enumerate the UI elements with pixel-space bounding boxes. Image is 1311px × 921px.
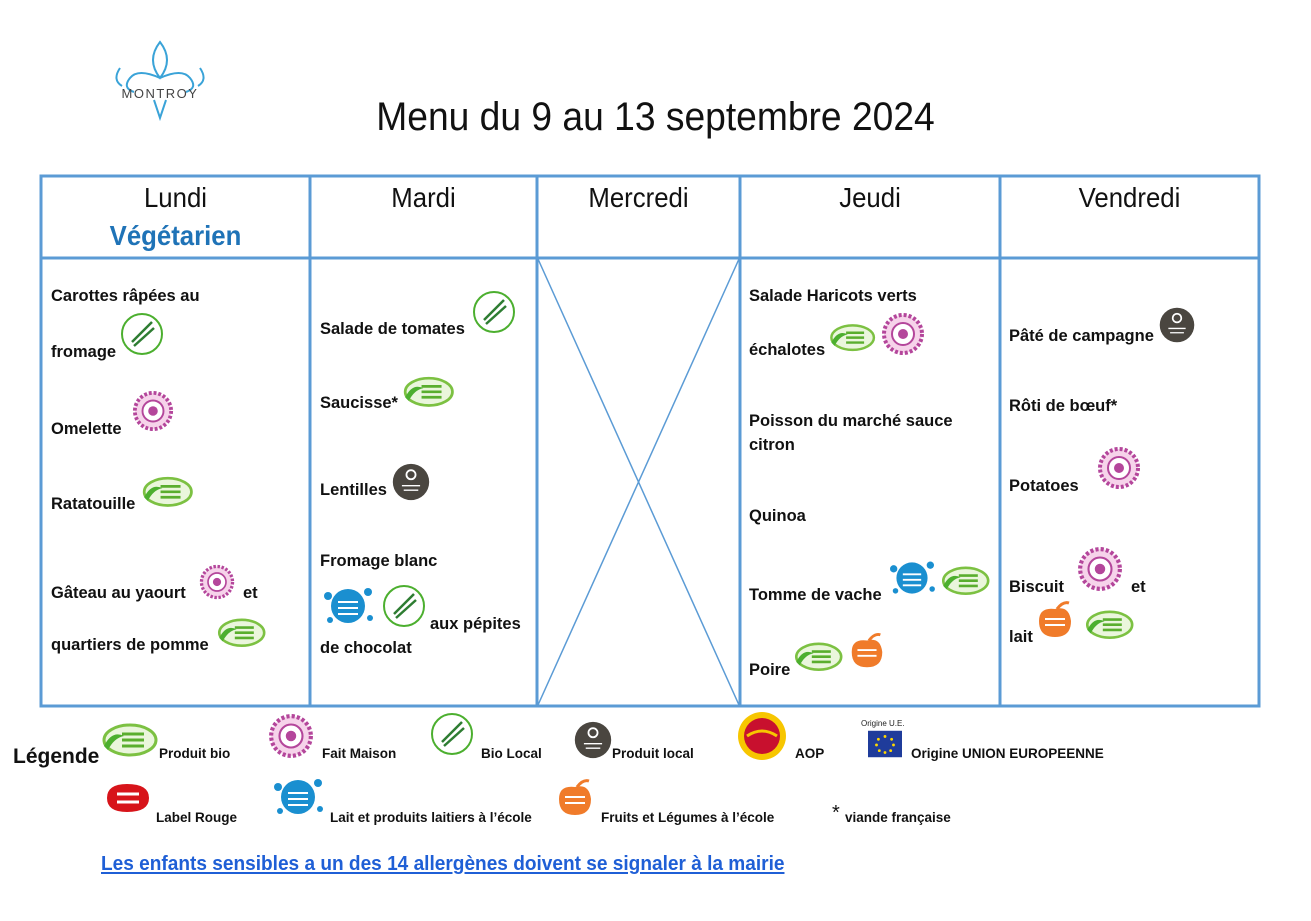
dish: Omelette <box>51 420 122 438</box>
dish: Gâteau au yaourt <box>51 584 186 602</box>
dish: Quinoa <box>749 507 806 525</box>
dish: aux pépites <box>430 615 521 633</box>
dish: Poire <box>749 661 791 679</box>
dish: quartiers de pomme <box>51 636 209 654</box>
icon-bio <box>1082 604 1134 642</box>
dish: Lentilles <box>320 481 387 499</box>
legend-item: AOP <box>795 746 825 761</box>
icon-produit-local <box>572 720 614 760</box>
icon-bio <box>212 612 268 650</box>
dish: Potatoes <box>1009 477 1079 495</box>
dish: Saucisse* <box>320 394 398 412</box>
icon-fait-maison <box>196 564 238 600</box>
legend-item: Lait et produits laitiers à l’école <box>330 810 532 825</box>
legend-item: viande française <box>845 810 951 825</box>
legend-item: Origine UNION EUROPEENNE <box>911 746 1104 761</box>
icon-bio-local <box>120 312 164 356</box>
dish: Biscuit <box>1009 578 1065 596</box>
icon-bio <box>826 318 876 354</box>
day-header: Mercredi <box>588 182 689 213</box>
dish: et <box>1131 578 1146 596</box>
icon-lait <box>320 582 376 630</box>
icon-bio <box>398 370 456 410</box>
icon-label-rouge <box>103 780 153 816</box>
icon-eu <box>868 730 902 758</box>
dish: Tomme de vache <box>749 586 882 604</box>
legend-star: * <box>832 802 840 824</box>
dish: Salade Haricots verts <box>749 287 917 305</box>
icon-bio <box>938 560 990 598</box>
dish: Fromage blanc <box>320 552 438 570</box>
dish: échalotes <box>749 341 826 359</box>
dish: de chocolat <box>320 639 412 657</box>
day-note: Végétarien <box>109 220 242 251</box>
icon-bio <box>790 636 844 674</box>
day-header: Mardi <box>391 182 456 213</box>
dish: Salade de tomates <box>320 320 465 338</box>
dish: et <box>243 584 258 602</box>
legend-item: Produit bio <box>159 746 231 761</box>
dish: fromage <box>51 343 117 361</box>
allergen-link[interactable]: Les enfants sensibles a un des 14 allerg… <box>101 852 785 875</box>
icon-bio-local <box>382 584 426 628</box>
day-header: Vendredi <box>1078 182 1181 213</box>
icon-fait-maison <box>264 713 318 759</box>
icon-fruits <box>553 779 597 819</box>
icon-aop <box>736 711 788 761</box>
dish: Ratatouille <box>51 495 136 513</box>
dish: Poisson du marché sauce citron <box>749 412 953 454</box>
legend-item: Bio Local <box>481 746 542 761</box>
dish: Carottes râpées au <box>51 287 200 305</box>
icon-fait-maison <box>132 390 174 432</box>
icon-fruits <box>1033 600 1077 642</box>
icon-fait-maison <box>1093 446 1145 490</box>
icon-produit-local <box>390 462 432 502</box>
legend-title: Légende <box>13 745 100 768</box>
icon-fruits <box>846 632 888 672</box>
legend-item: Fruits et Légumes à l’école <box>601 810 775 825</box>
day-header: Jeudi <box>839 182 901 213</box>
icon-lait <box>886 556 938 600</box>
day-header: Lundi <box>143 182 208 213</box>
icon-bio <box>138 470 194 510</box>
legend-item: Produit local <box>612 746 694 761</box>
icon-produit-local <box>1156 306 1198 344</box>
icon-bio-local <box>472 290 516 334</box>
title: Menu du 9 au 13 septembre 2024 <box>376 95 935 139</box>
icon-bio <box>98 716 158 760</box>
icon-lait <box>270 772 326 822</box>
icon-fait-maison <box>1073 546 1127 592</box>
dish: lait <box>1009 628 1033 646</box>
logo: MONTROY <box>115 40 205 122</box>
icon-fait-maison <box>880 312 926 356</box>
dish: Rôti de bœuf* <box>1009 397 1118 415</box>
legend-item: Label Rouge <box>156 810 238 825</box>
dish: Pâté de campagne <box>1009 327 1154 345</box>
icon-bio-local <box>430 712 474 756</box>
legend-item: Fait Maison <box>322 746 397 761</box>
eu-caption: Origine U.E. <box>861 719 905 728</box>
logo-text: MONTROY <box>122 86 199 101</box>
